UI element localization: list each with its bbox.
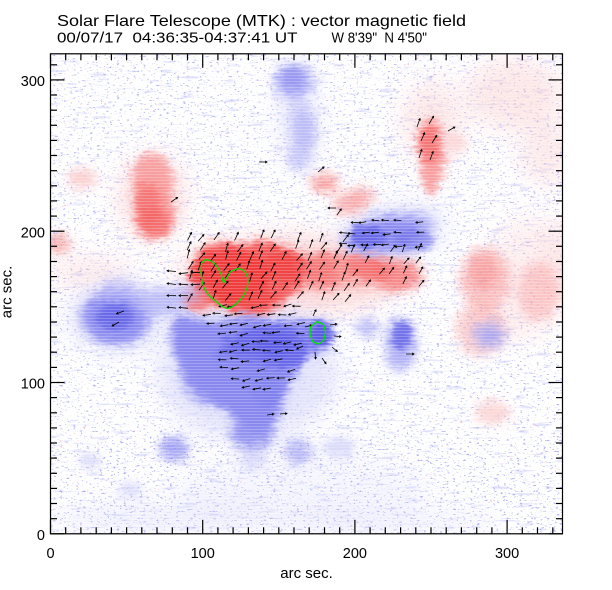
svg-text:W 8'39" N 4'50": W 8'39" N 4'50" <box>332 31 428 47</box>
svg-text:300: 300 <box>21 74 45 90</box>
svg-text:0: 0 <box>46 546 54 562</box>
svg-text:200: 200 <box>343 546 367 562</box>
svg-text:200: 200 <box>21 225 45 241</box>
svg-text:100: 100 <box>21 377 45 393</box>
svg-text:arc sec.: arc sec. <box>280 565 333 582</box>
svg-text:100: 100 <box>191 546 215 562</box>
svg-text:00/07/17 04:36:35-04:37:41 UT: 00/07/17 04:36:35-04:37:41 UT <box>57 31 298 47</box>
svg-text:Solar Flare Telescope (MTK) :: Solar Flare Telescope (MTK) : vector mag… <box>57 13 466 30</box>
svg-text:0: 0 <box>37 528 45 544</box>
svg-text:300: 300 <box>495 546 519 562</box>
svg-text:arc sec.: arc sec. <box>0 266 16 319</box>
